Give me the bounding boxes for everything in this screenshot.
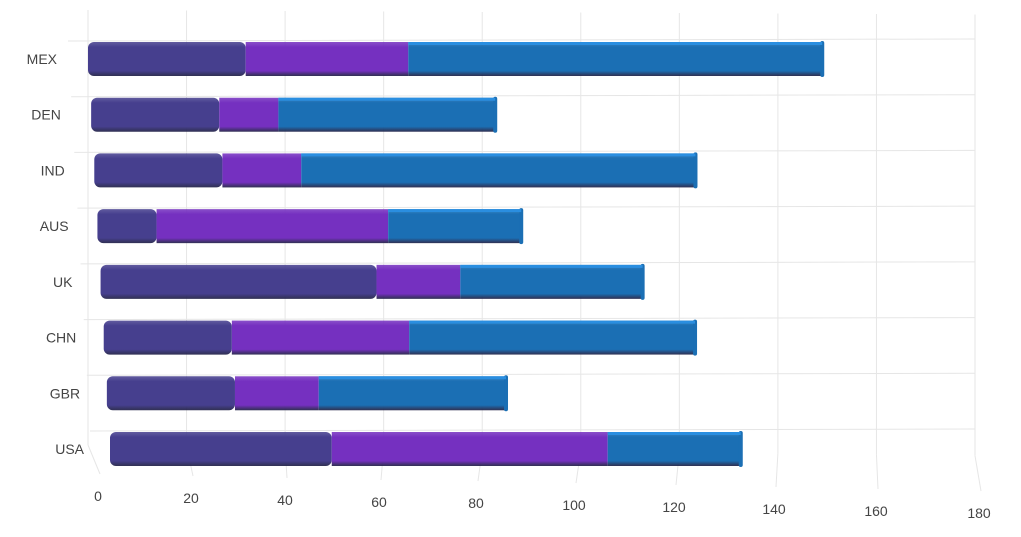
bar-den-series-2 — [219, 97, 279, 132]
bar-mex-series-1 — [88, 42, 246, 76]
bar-ind-series-2 — [222, 153, 302, 188]
x-tick-label: 80 — [468, 495, 484, 511]
bar-chn-series-1 — [103, 320, 232, 355]
bar-cap-chn — [693, 319, 698, 356]
grid — [67, 10, 982, 492]
category-labels: MEX DEN IND AUS UK CHN GBR USA — [27, 51, 85, 457]
bar-cap-usa — [738, 431, 743, 467]
bar-aus-series-3 — [388, 209, 522, 244]
bar-chn-series-2 — [231, 320, 410, 355]
bar-chn-series-3 — [409, 320, 696, 355]
x-axis-tick-labels: 0 20 40 60 80 100 120 140 160 180 — [94, 488, 991, 521]
bar-gbr-series-3 — [318, 376, 507, 411]
gridline-floor — [875, 454, 879, 490]
category-label-mex: MEX — [27, 51, 58, 67]
x-tick-label: 120 — [662, 499, 686, 515]
gridline-horizontal — [86, 372, 976, 376]
bar-den-series-1 — [91, 97, 220, 132]
x-tick-label: 180 — [967, 505, 991, 521]
bar-cap-gbr — [504, 375, 509, 412]
category-label-chn: CHN — [46, 330, 76, 346]
gridline-floor — [974, 455, 982, 492]
category-label-uk: UK — [53, 274, 73, 290]
category-label-den: DEN — [31, 107, 61, 123]
bar-gbr-series-2 — [234, 376, 319, 411]
category-label-ind: IND — [41, 162, 65, 178]
gridline-horizontal — [83, 317, 976, 321]
x-tick-label: 140 — [762, 501, 786, 517]
bar-uk-series-1 — [100, 264, 377, 299]
gridline-floor — [775, 453, 779, 488]
bar-aus-series-2 — [156, 209, 389, 244]
bar-usa-series-2 — [331, 432, 608, 466]
gridline-horizontal — [67, 38, 976, 42]
gridline-horizontal — [89, 428, 976, 432]
gridline-horizontal — [77, 205, 976, 209]
bar-cap-aus — [519, 208, 524, 245]
bar-mex-series-3 — [408, 42, 823, 76]
bar-mex-series-2 — [245, 42, 409, 76]
category-label-usa: USA — [55, 441, 84, 457]
bar-gbr-series-1 — [106, 376, 235, 411]
bar-usa-series-1 — [110, 432, 332, 466]
gridline-horizontal — [71, 94, 976, 98]
bar-aus-series-1 — [97, 209, 157, 244]
bar-uk-series-3 — [460, 264, 643, 299]
bar-cap-den — [493, 96, 498, 133]
bar-cap-mex — [820, 41, 825, 77]
category-label-aus: AUS — [40, 218, 69, 234]
gridline-horizontal — [74, 149, 976, 153]
x-tick-label: 20 — [183, 490, 199, 506]
bars — [88, 41, 825, 467]
bar-ind-series-1 — [94, 153, 223, 188]
bar-uk-series-2 — [376, 264, 461, 299]
x-tick-label: 100 — [562, 497, 586, 513]
bar-ind-series-3 — [301, 153, 696, 188]
gridline-floor — [87, 444, 101, 475]
x-tick-label: 60 — [371, 494, 387, 510]
gridline-horizontal — [80, 261, 976, 265]
category-label-gbr: GBR — [50, 385, 80, 401]
bar-den-series-3 — [278, 97, 496, 132]
x-tick-label: 160 — [864, 503, 888, 519]
x-tick-label: 0 — [94, 488, 102, 504]
bar-usa-series-3 — [607, 432, 741, 466]
x-tick-label: 40 — [277, 492, 293, 508]
bar-cap-ind — [693, 152, 698, 189]
bar-cap-uk — [640, 263, 645, 300]
